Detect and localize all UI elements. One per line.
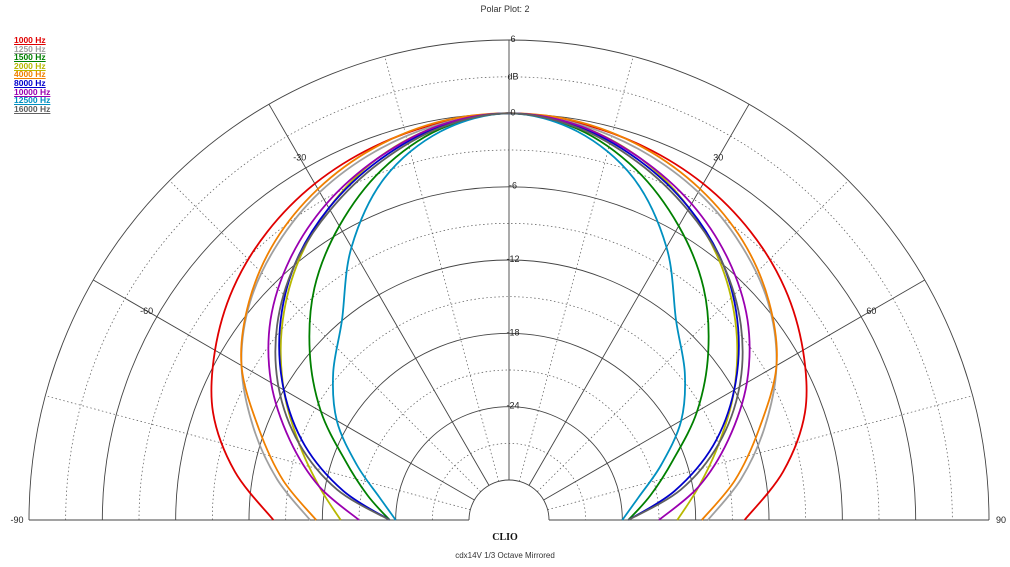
legend-item: 4000 Hz — [14, 69, 46, 80]
grid-spoke-minor — [169, 180, 481, 492]
grid-spoke-major — [268, 104, 490, 486]
angle-tick-label: -60 — [140, 306, 153, 316]
radial-tick-label: -6 — [509, 181, 517, 191]
angle-tick-label: -90 — [10, 515, 23, 525]
footer-caption: cdx14V 1/3 Octave Mirrored — [455, 551, 555, 560]
grid-spoke-major — [528, 104, 750, 486]
legend-item: 2000 Hz — [14, 60, 46, 71]
legend-item: 16000 Hz — [14, 103, 51, 114]
angle-tick-label: -30 — [293, 153, 306, 163]
polar-curves — [210, 112, 808, 521]
legend-item: 12500 Hz — [14, 95, 51, 106]
grid-spoke-minor — [547, 395, 973, 510]
legend-item: 1000 Hz — [14, 35, 46, 45]
grid-spoke-minor — [45, 395, 471, 510]
legend: 1000 Hz 1250 Hz 1500 Hz 2000 Hz 4000 Hz 8000 … — [14, 36, 50, 113]
series-curve — [274, 112, 744, 521]
grid-ring-major — [468, 479, 550, 521]
legend-item: 8000 Hz — [14, 77, 46, 88]
grid-spoke-minor — [537, 180, 849, 492]
radial-tick-label: -12 — [506, 254, 519, 264]
radial-unit-label: dB — [507, 72, 518, 82]
chart-title: Polar Plot: 2 — [480, 4, 530, 14]
grid-spoke-minor — [384, 56, 499, 482]
angle-tick-label: 90 — [996, 515, 1006, 525]
legend-item: 1250 Hz — [14, 43, 46, 54]
angle-tick-label: 30 — [713, 153, 723, 163]
polar-grid — [28, 39, 990, 521]
brand-label: CLIO — [492, 532, 518, 543]
grid-spoke-minor — [519, 56, 634, 482]
legend-item: 1500 Hz — [14, 52, 46, 63]
grid-ring-minor — [285, 296, 733, 521]
radial-tick-label: 6 — [510, 34, 515, 44]
radial-tick-label: -24 — [506, 401, 519, 411]
radial-tick-label: 0 — [510, 107, 515, 117]
radial-tick-label: -18 — [506, 327, 519, 337]
angle-tick-label: 60 — [866, 306, 876, 316]
legend-item: 10000 Hz — [14, 86, 51, 97]
